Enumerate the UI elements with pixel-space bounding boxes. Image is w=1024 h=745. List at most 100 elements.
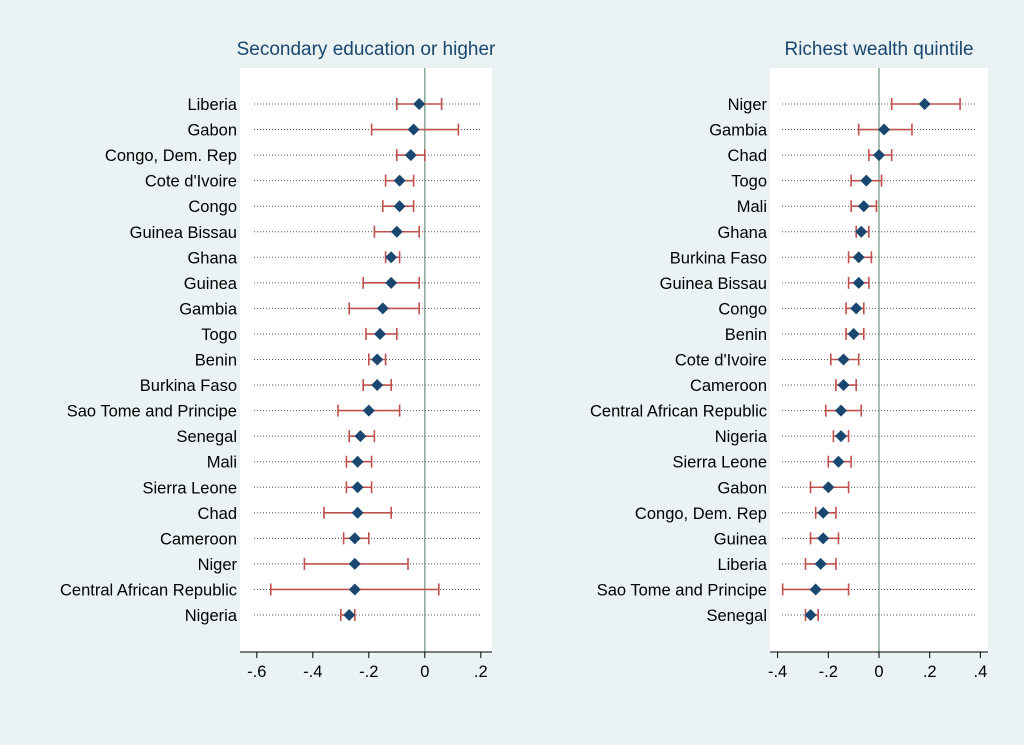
row-ghana: Ghana [717, 224, 977, 242]
point-estimate [852, 251, 865, 264]
row-guinea-bissau: Guinea Bissau [130, 224, 480, 242]
point-estimate [918, 98, 931, 110]
point-estimate [393, 200, 406, 213]
point-estimate [348, 583, 361, 596]
row-sierra-leone: Sierra Leone [143, 479, 480, 497]
point-estimate [371, 353, 384, 366]
point-estimate [407, 123, 420, 136]
point-estimate [837, 353, 850, 366]
point-estimate [817, 506, 830, 519]
x-tick-label: .4 [974, 663, 988, 681]
row-label: Central African Republic [60, 581, 237, 599]
row-gambia: Gambia [709, 122, 977, 140]
row-label: Niger [198, 556, 238, 574]
row-nigeria: Nigeria [185, 607, 480, 625]
row-label: Sao Tome and Principe [67, 403, 237, 421]
point-estimate [847, 327, 860, 340]
point-estimate [834, 404, 847, 417]
row-central-african-republic: Central African Republic [590, 403, 977, 421]
row-label: Burkina Faso [670, 249, 767, 267]
row-central-african-republic: Central African Republic [60, 581, 480, 599]
row-gabon: Gabon [717, 479, 977, 497]
point-estimate [850, 302, 863, 315]
row-sao-tome-and-principe: Sao Tome and Principe [597, 581, 977, 599]
point-estimate [404, 149, 417, 162]
row-label: Sierra Leone [673, 454, 767, 472]
point-estimate [362, 404, 375, 417]
x-tick-label: -.2 [819, 663, 838, 681]
chart-panel-2: Richest wealth quintile Niger Gambia Chad To… [590, 39, 988, 681]
x-tick-label: 0 [420, 663, 429, 681]
row-mali: Mali [737, 198, 977, 216]
row-label: Liberia [717, 556, 767, 574]
row-label: Ghana [187, 249, 237, 267]
row-label: Guinea [714, 530, 768, 548]
row-congo: Congo [718, 300, 977, 318]
point-estimate [822, 481, 835, 494]
row-label: Benin [725, 326, 767, 344]
row-label: Congo, Dem. Rep [105, 147, 237, 165]
row-guinea-bissau: Guinea Bissau [660, 275, 977, 293]
row-gabon: Gabon [187, 122, 480, 140]
point-estimate [860, 174, 873, 187]
row-liberia: Liberia [187, 96, 480, 114]
chart-panel-1: Secondary education or higher Liberia Gabo… [60, 39, 496, 681]
row-label: Niger [728, 96, 768, 114]
row-benin: Benin [725, 326, 977, 344]
point-estimate [374, 327, 386, 340]
row-chad: Chad [198, 505, 480, 523]
row-congo-dem-rep: Congo, Dem. Rep [105, 147, 480, 165]
point-estimate [351, 455, 364, 468]
row-cote-d-ivoire: Cote d'Ivoire [675, 352, 977, 370]
row-label: Central African Republic [590, 403, 767, 421]
row-benin: Benin [195, 352, 480, 370]
row-guinea: Guinea [714, 530, 977, 548]
point-estimate [804, 609, 817, 621]
row-label: Congo [718, 300, 767, 318]
point-estimate [413, 98, 426, 110]
point-estimate [376, 302, 389, 315]
row-label: Nigeria [185, 607, 238, 625]
row-label: Cameroon [690, 377, 767, 395]
x-tick-label: -.6 [247, 663, 266, 681]
row-label: Congo [188, 198, 237, 216]
point-estimate [393, 174, 406, 187]
point-estimate [834, 430, 847, 443]
row-chad: Chad [728, 147, 977, 165]
point-estimate [348, 532, 361, 545]
point-estimate [817, 532, 830, 545]
row-sao-tome-and-principe: Sao Tome and Principe [67, 403, 480, 421]
x-tick-label: 0 [874, 663, 883, 681]
point-estimate [351, 481, 364, 494]
x-tick-label: -.4 [768, 663, 787, 681]
row-label: Guinea Bissau [130, 224, 237, 242]
point-estimate [814, 557, 827, 570]
point-estimate [857, 200, 870, 213]
row-senegal: Senegal [176, 428, 480, 446]
row-label: Togo [731, 173, 767, 191]
row-label: Cameroon [160, 530, 237, 548]
row-gambia: Gambia [179, 300, 480, 318]
row-label: Burkina Faso [140, 377, 237, 395]
row-liberia: Liberia [717, 556, 977, 574]
point-estimate [852, 276, 865, 289]
x-tick-label: .2 [923, 663, 937, 681]
row-cote-d-ivoire: Cote d'Ivoire [145, 173, 480, 191]
point-estimate [809, 583, 822, 596]
chart-title: Richest wealth quintile [784, 39, 973, 60]
point-estimate [837, 379, 850, 392]
row-guinea: Guinea [184, 275, 480, 293]
row-niger: Niger [198, 556, 480, 574]
row-nigeria: Nigeria [715, 428, 977, 446]
x-tick-label: .2 [474, 663, 488, 681]
point-estimate [371, 379, 384, 392]
row-label: Sierra Leone [143, 479, 237, 497]
row-burkina-faso: Burkina Faso [670, 249, 977, 267]
row-mali: Mali [207, 454, 480, 472]
row-label: Ghana [717, 224, 767, 242]
row-senegal: Senegal [706, 607, 977, 625]
row-label: Cote d'Ivoire [675, 352, 767, 370]
row-label: Gabon [717, 479, 767, 497]
point-estimate [385, 251, 398, 264]
row-label: Sao Tome and Principe [597, 581, 767, 599]
